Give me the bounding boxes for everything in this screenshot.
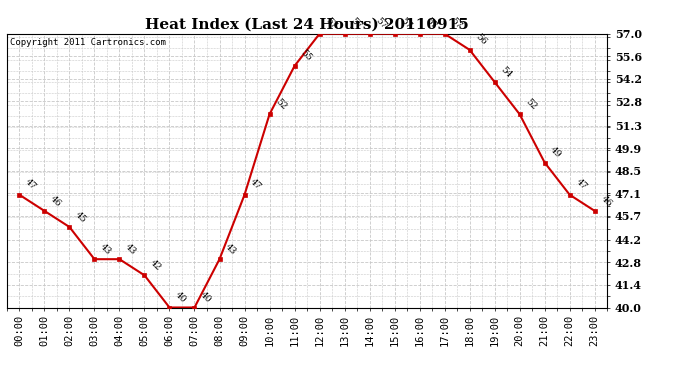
Text: 57: 57	[348, 16, 364, 31]
Text: 56: 56	[474, 33, 489, 47]
Text: 57: 57	[374, 16, 388, 31]
Title: Heat Index (Last 24 Hours) 20110915: Heat Index (Last 24 Hours) 20110915	[145, 17, 469, 31]
Text: 43: 43	[99, 242, 113, 256]
Text: 49: 49	[549, 145, 563, 160]
Text: 47: 47	[23, 177, 38, 192]
Text: Copyright 2011 Cartronics.com: Copyright 2011 Cartronics.com	[10, 38, 166, 47]
Text: 55: 55	[299, 48, 313, 63]
Text: 52: 52	[524, 97, 538, 111]
Text: 43: 43	[124, 242, 138, 256]
Text: 46: 46	[48, 194, 63, 208]
Text: 47: 47	[574, 177, 589, 192]
Text: 40: 40	[199, 290, 213, 305]
Text: 57: 57	[399, 16, 413, 31]
Text: 57: 57	[448, 16, 464, 31]
Text: 46: 46	[599, 194, 613, 208]
Text: 45: 45	[74, 210, 88, 224]
Text: 54: 54	[499, 65, 513, 79]
Text: 52: 52	[274, 97, 288, 111]
Text: 57: 57	[324, 16, 338, 31]
Text: 43: 43	[224, 242, 238, 256]
Text: 47: 47	[248, 177, 263, 192]
Text: 57: 57	[424, 16, 438, 31]
Text: 42: 42	[148, 258, 163, 273]
Text: 40: 40	[174, 290, 188, 305]
